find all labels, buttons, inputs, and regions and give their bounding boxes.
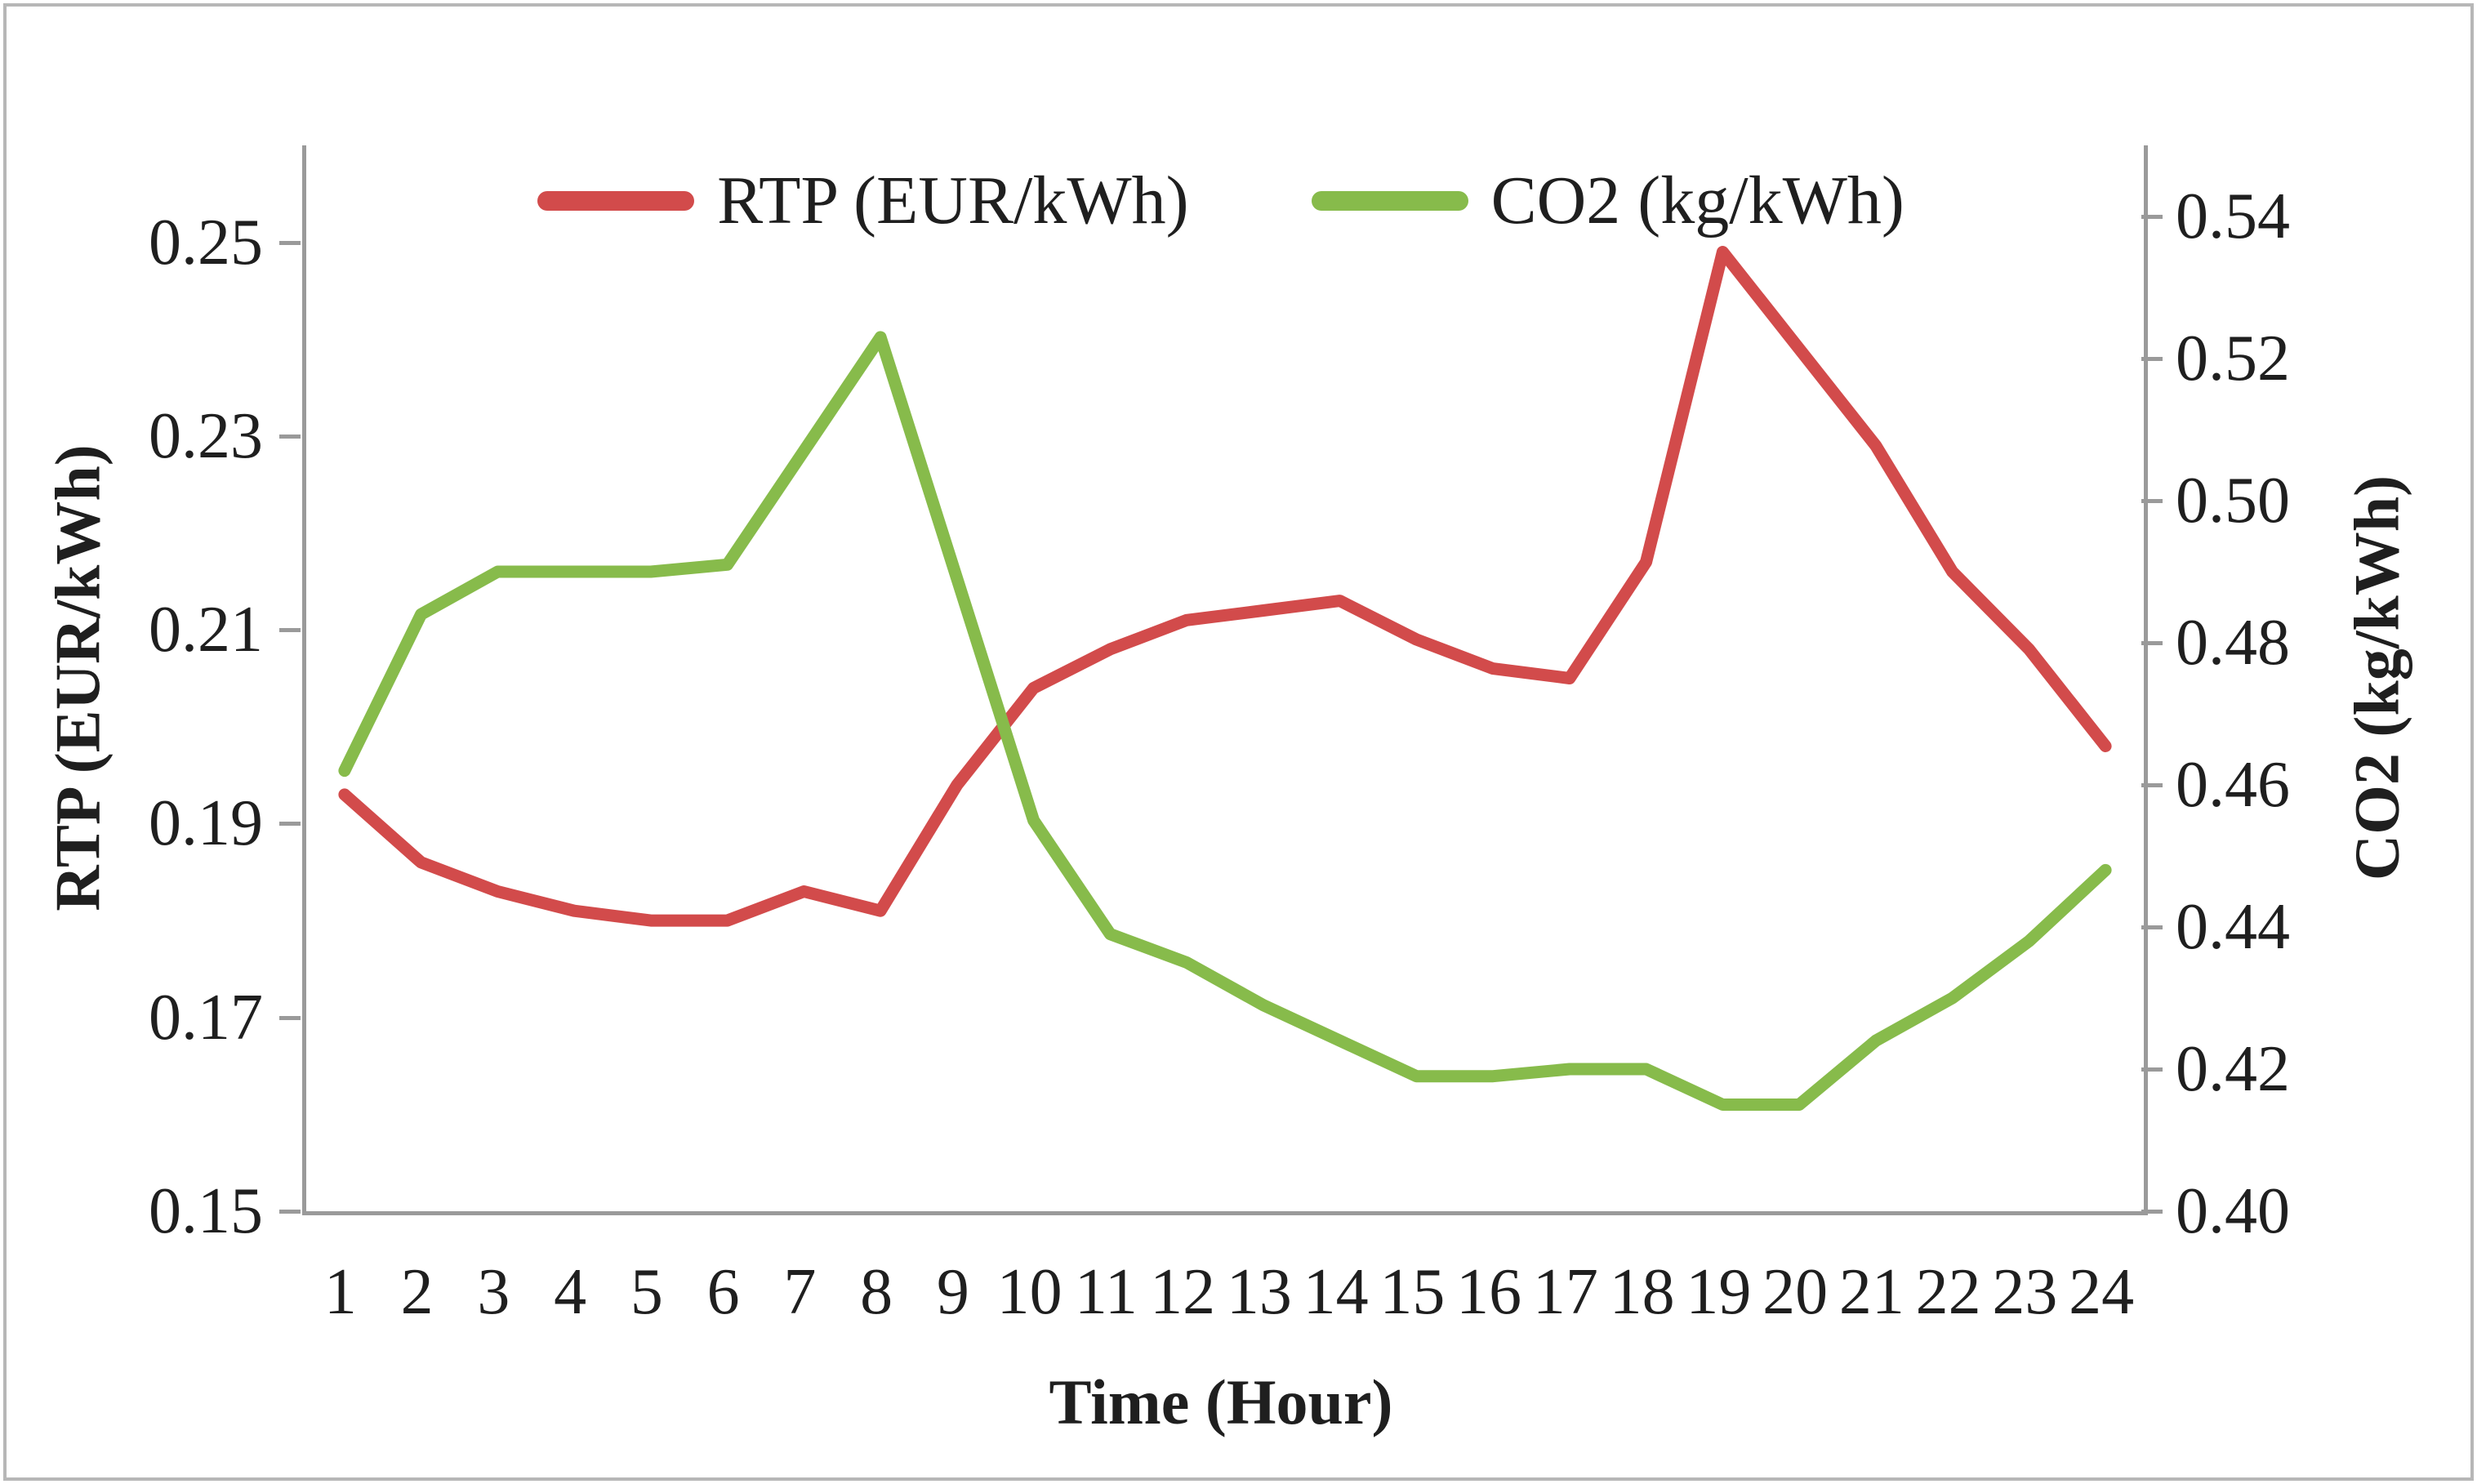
figure-border — [3, 3, 2474, 1481]
rtp-line-swatch — [537, 191, 695, 211]
right-axis-tick-label: 0.40 — [2176, 1175, 2290, 1247]
co2-line-swatch — [1311, 191, 1468, 211]
x-axis-title: Time (Hour) — [1049, 1366, 1393, 1437]
x-axis-tick-label: 12 — [1150, 1256, 1216, 1328]
right-axis-tick-mark — [2141, 499, 2163, 503]
x-axis-tick-label: 17 — [1532, 1256, 1598, 1328]
legend-item-co2: CO2 (kg/kWh) — [1311, 163, 1905, 238]
right-axis-tick-mark — [2141, 641, 2163, 645]
left-axis-tick-mark — [279, 1015, 301, 1020]
x-axis-tick-label: 18 — [1609, 1256, 1675, 1328]
right-axis-tick-mark — [2141, 1210, 2163, 1214]
x-axis-tick-label: 23 — [1992, 1256, 2058, 1328]
x-axis-tick-label: 24 — [2069, 1256, 2135, 1328]
x-axis-tick-label: 6 — [706, 1256, 740, 1328]
left-axis-tick-mark — [279, 1210, 301, 1214]
left-axis-tick-label: 0.23 — [149, 399, 263, 472]
left-axis-tick-label: 0.25 — [149, 206, 263, 279]
x-axis-tick-label: 1 — [323, 1256, 357, 1328]
co2-legend-label: CO2 (kg/kWh) — [1490, 163, 1905, 238]
x-axis-tick-label: 20 — [1762, 1256, 1829, 1328]
left-axis-tick-mark — [279, 822, 301, 827]
x-axis-tick-label: 9 — [936, 1256, 969, 1328]
left-axis-tick-label: 0.19 — [149, 787, 263, 860]
right-axis-tick-label: 0.50 — [2176, 465, 2290, 537]
x-axis-tick-label: 8 — [860, 1256, 893, 1328]
right-axis-tick-mark — [2141, 925, 2163, 929]
left-axis-tick-mark — [279, 240, 301, 245]
left-axis-tick-label: 0.17 — [149, 981, 263, 1054]
right-axis-tick-label: 0.52 — [2176, 323, 2290, 394]
x-axis-tick-label: 7 — [783, 1256, 817, 1328]
left-axis-tick-label: 0.15 — [149, 1175, 263, 1247]
x-axis-tick-label: 5 — [630, 1256, 663, 1328]
x-axis-tick-label: 22 — [1915, 1256, 1981, 1328]
left-axis-tick-mark — [279, 434, 301, 439]
right-axis-tick-mark — [2141, 357, 2163, 361]
right-axis-tick-mark — [2141, 783, 2163, 787]
x-axis-tick-label: 4 — [554, 1256, 587, 1328]
right-axis-tick-mark — [2141, 215, 2163, 219]
x-axis-tick-label: 15 — [1379, 1256, 1446, 1328]
x-axis-tick-label: 2 — [400, 1256, 434, 1328]
x-axis-tick-label: 16 — [1456, 1256, 1522, 1328]
x-axis-tick-label: 13 — [1226, 1256, 1292, 1328]
right-axis-tick-label: 0.48 — [2176, 607, 2290, 679]
right-axis-tick-label: 0.44 — [2176, 891, 2290, 963]
right-axis-tick-label: 0.42 — [2176, 1033, 2290, 1105]
right-axis-tick-mark — [2141, 1067, 2163, 1072]
legend-item-rtp: RTP (EUR/kWh) — [537, 163, 1189, 238]
legend: RTP (EUR/kWh) CO2 (kg/kWh) — [302, 152, 2140, 250]
rtp-legend-label: RTP (EUR/kWh) — [717, 163, 1189, 238]
x-axis-tick-label: 10 — [996, 1256, 1063, 1328]
x-axis-tick-label: 3 — [477, 1256, 510, 1328]
right-axis-tick-label: 0.54 — [2176, 180, 2290, 252]
co2-line — [338, 331, 2112, 1111]
x-axis-tick-label: 21 — [1838, 1256, 1905, 1328]
x-axis-tick-label: 11 — [1074, 1256, 1138, 1328]
right-axis-tick-label: 0.46 — [2176, 749, 2290, 821]
left-axis-tick-mark — [279, 628, 301, 633]
rtp-line — [338, 246, 2112, 927]
x-axis-tick-label: 14 — [1303, 1256, 1369, 1328]
left-axis-tick-label: 0.21 — [149, 594, 263, 666]
plot-svg — [338, 246, 2112, 1111]
plot-area — [302, 145, 2148, 1215]
x-axis-tick-label: 19 — [1686, 1256, 1752, 1328]
